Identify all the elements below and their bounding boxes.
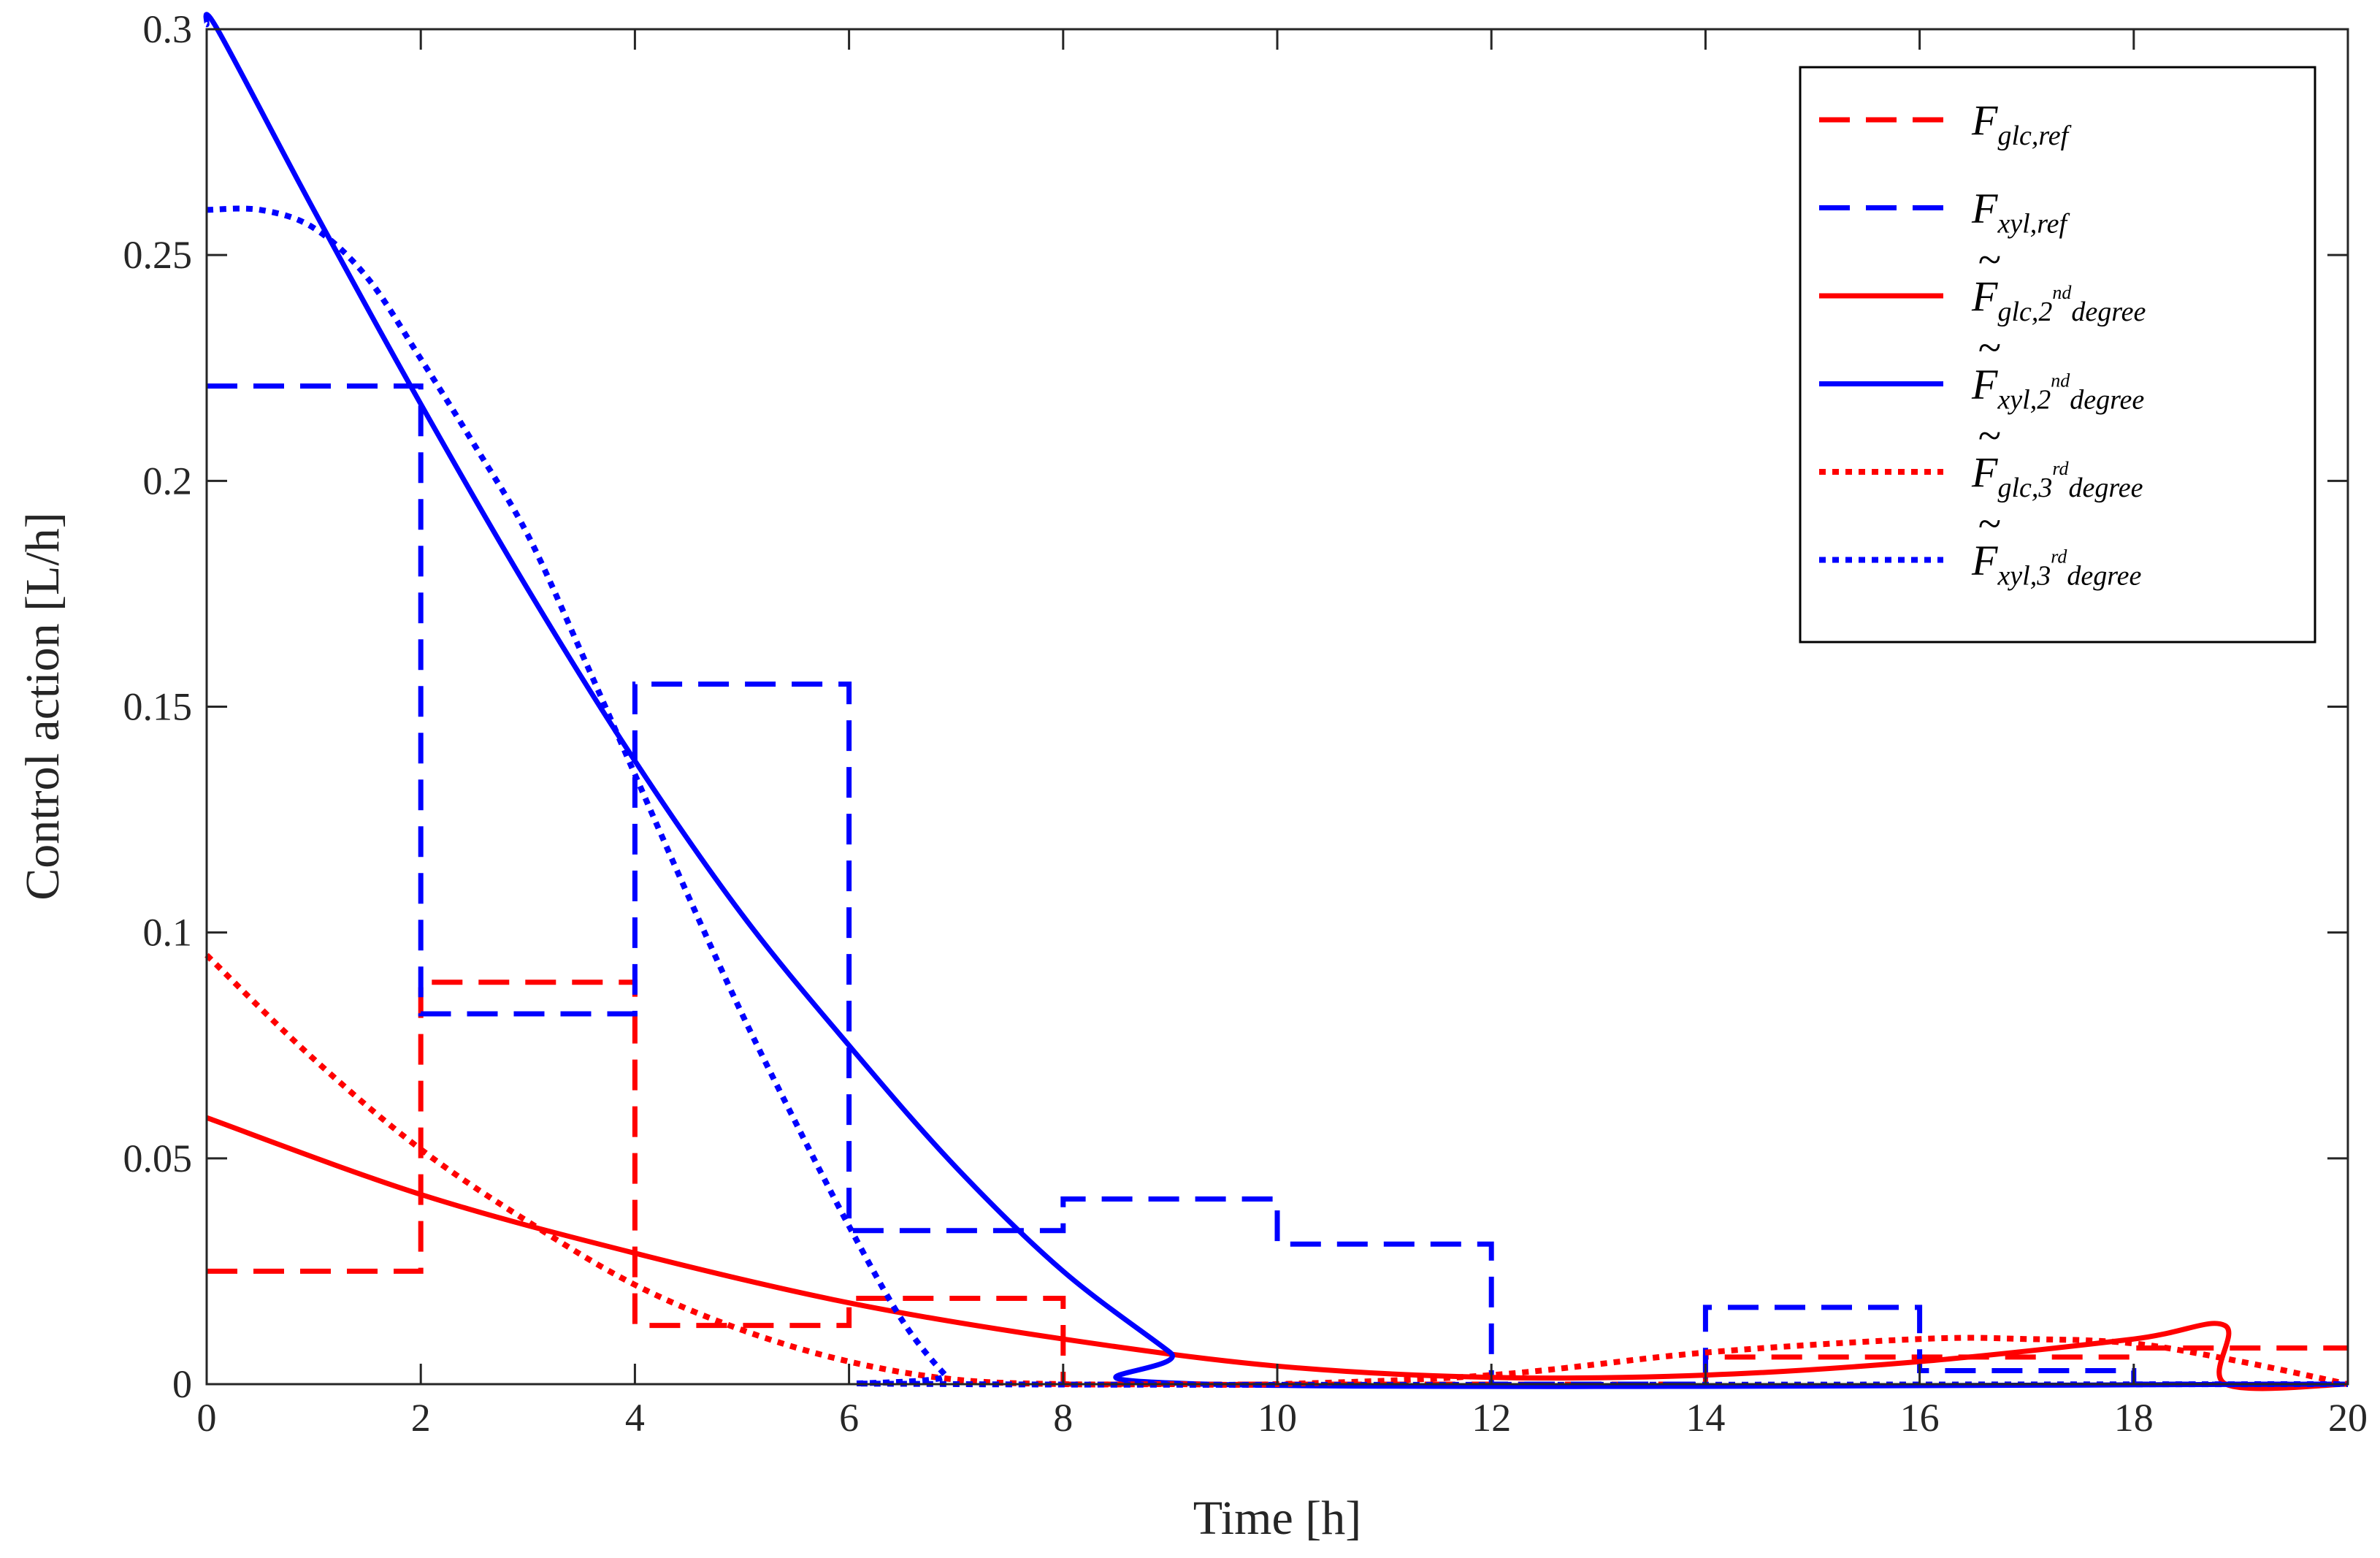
x-tick-label: 0 xyxy=(197,1396,217,1440)
x-axis-title: Time [h] xyxy=(1193,1492,1361,1545)
x-tick-label: 8 xyxy=(1053,1396,1073,1440)
x-tick-label: 12 xyxy=(1472,1396,1511,1440)
x-tick-label: 4 xyxy=(625,1396,645,1440)
y-tick-label: 0 xyxy=(172,1362,192,1406)
legend-tilde-4: ~ xyxy=(1978,324,2000,372)
legend-label-3: Fglc,2nddegree xyxy=(1971,272,2146,327)
legend-label-5: Fglc,3rddegree xyxy=(1971,448,2143,503)
y-axis-title: Control action [L/h] xyxy=(16,512,69,901)
x-tick-label: 16 xyxy=(1900,1396,1940,1440)
y-tick-label: 0.25 xyxy=(123,233,193,277)
legend-label-1: Fglc,ref xyxy=(1971,96,2072,151)
x-tick-label: 18 xyxy=(2114,1396,2154,1440)
legend-box xyxy=(1799,66,2316,644)
legend-label-2: Fxyl,ref xyxy=(1971,185,2070,240)
legend-tilde-5: ~ xyxy=(1978,412,2000,459)
y-tick-label: 0.3 xyxy=(143,7,193,51)
series-line-1 xyxy=(207,980,2348,1387)
legend-tilde-6: ~ xyxy=(1978,500,2000,548)
y-tick-label: 0.1 xyxy=(143,911,193,955)
x-tick-label: 20 xyxy=(2328,1396,2368,1440)
legend-label-4: Fxyl,2nddegree xyxy=(1971,361,2144,416)
y-tick-label: 0.15 xyxy=(123,685,193,729)
y-tick-label: 0.05 xyxy=(123,1137,193,1180)
y-tick-label: 0.2 xyxy=(143,459,193,503)
x-tick-label: 10 xyxy=(1258,1396,1297,1440)
x-tick-label: 2 xyxy=(411,1396,431,1440)
legend: Fglc,refFxyl,refFglc,2nddegree~Fxyl,2ndd… xyxy=(1799,66,2316,644)
series-line-6 xyxy=(206,205,2349,1388)
legend-label-6: Fxyl,3rddegree xyxy=(1971,537,2142,592)
series-line-3 xyxy=(205,1115,2349,1391)
axes-layer: 0 2 4 6 8 10 12 14 16 18 20 0 0.05 0.1 0.15 0.2 0.25 0.3 xyxy=(123,7,2368,1440)
x-tick-label: 6 xyxy=(839,1396,859,1440)
x-tick-label: 14 xyxy=(1685,1396,1725,1440)
legend-tilde-3: ~ xyxy=(1978,236,2000,283)
